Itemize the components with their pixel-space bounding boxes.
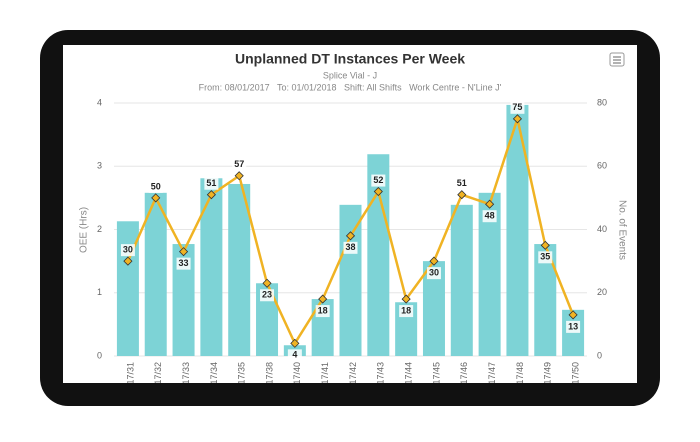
x-tick-label: 17/45 (431, 362, 441, 385)
marker (540, 240, 550, 250)
chart-title: Unplanned DT Instances Per Week (235, 51, 465, 67)
data-label-bg (287, 349, 302, 362)
data-label: 50 (151, 181, 161, 191)
data-label-bg (538, 251, 553, 264)
marker (178, 247, 189, 257)
marker (457, 190, 467, 200)
data-label: 51 (457, 178, 467, 188)
y-axis-title: OEE (Hrs) (79, 207, 90, 253)
x-tick-label: 17/34 (209, 362, 219, 385)
data-label: 75 (512, 102, 522, 112)
data-label: 18 (401, 305, 411, 315)
data-label: 23 (262, 290, 272, 300)
data-label-bg (232, 158, 247, 171)
y-tick-label: 1 (97, 287, 102, 297)
y-tick-label: 0 (97, 350, 102, 360)
bar (450, 204, 473, 356)
y2-tick-label: 0 (597, 350, 602, 360)
bar (172, 244, 195, 356)
bar (506, 104, 529, 357)
marker (485, 199, 495, 209)
data-label: 57 (234, 159, 244, 169)
x-tick-label: 17/44 (404, 362, 414, 385)
x-tick-label: 17/40 (292, 362, 302, 385)
data-label-bg (260, 289, 275, 302)
x-tick-label: 17/31 (125, 362, 135, 385)
marker (512, 114, 523, 124)
bar (200, 178, 223, 356)
data-label-bg (426, 267, 441, 280)
bar (478, 192, 501, 356)
data-label: 30 (123, 245, 133, 255)
y-tick-label: 4 (97, 97, 102, 107)
data-label: 51 (206, 178, 216, 188)
x-tick-label: 17/41 (320, 362, 330, 385)
marker (318, 294, 328, 304)
bar (144, 192, 167, 356)
x-tick-label: 17/49 (543, 362, 553, 385)
chart-filter: From: 08/01/2017 To: 01/01/2018 Shift: A… (199, 82, 502, 92)
marker (290, 338, 300, 348)
marker (262, 278, 272, 288)
data-label-bg (120, 244, 135, 257)
data-label: 18 (318, 305, 328, 315)
data-label-bg (510, 101, 525, 114)
bar (339, 204, 362, 356)
data-label-bg (399, 305, 414, 318)
data-label: 30 (429, 268, 439, 278)
chart: Unplanned DT Instances Per Week Splice V… (79, 51, 628, 385)
x-tick-label: 17/47 (487, 362, 497, 385)
data-label-bg (315, 305, 330, 318)
data-label-bg (204, 177, 219, 190)
y2-tick-label: 40 (597, 224, 607, 234)
data-label: 52 (373, 175, 383, 185)
bar (422, 261, 445, 356)
bar (367, 154, 390, 356)
marker (123, 256, 133, 266)
y2-tick-label: 80 (597, 97, 607, 107)
y2-tick-label: 20 (597, 287, 607, 297)
data-label-bg (343, 241, 358, 254)
x-tick-label: 17/42 (348, 362, 358, 385)
data-label: 38 (345, 242, 355, 252)
chart-subtitle: Splice Vial - J (323, 70, 377, 80)
data-label-bg (482, 210, 497, 223)
x-tick-label: 17/32 (153, 362, 163, 385)
marker (401, 294, 411, 304)
data-label: 35 (540, 252, 550, 262)
data-label-bg (148, 180, 163, 193)
marker (373, 186, 383, 197)
bar (534, 244, 557, 356)
x-tick-label: 17/48 (515, 362, 525, 385)
bar (256, 283, 279, 356)
y2-axis-title: No. of Events (616, 200, 627, 260)
data-label-bg (454, 177, 469, 190)
x-tick-label: 17/38 (264, 362, 274, 385)
x-tick-label: 17/35 (237, 362, 247, 385)
data-label: 48 (485, 211, 495, 221)
marker (345, 231, 356, 241)
x-tick-label: 17/43 (376, 362, 386, 385)
marker (429, 256, 439, 266)
bar (228, 183, 251, 356)
data-label: 4 (292, 350, 297, 360)
data-label: 33 (179, 258, 189, 268)
x-tick-label: 17/33 (181, 362, 191, 385)
y-tick-label: 2 (97, 224, 102, 234)
y-tick-label: 3 (97, 161, 102, 171)
marker (568, 310, 578, 320)
data-label-bg (176, 257, 191, 270)
data-label: 13 (568, 321, 578, 331)
marker (151, 193, 161, 203)
marker (234, 171, 244, 181)
data-label-bg (566, 320, 581, 333)
x-tick-label: 17/50 (570, 362, 580, 385)
marker (206, 190, 216, 200)
y2-tick-label: 60 (597, 161, 607, 171)
data-label-bg (371, 174, 386, 187)
menu-button[interactable] (609, 52, 625, 67)
x-tick-label: 17/46 (459, 362, 469, 385)
